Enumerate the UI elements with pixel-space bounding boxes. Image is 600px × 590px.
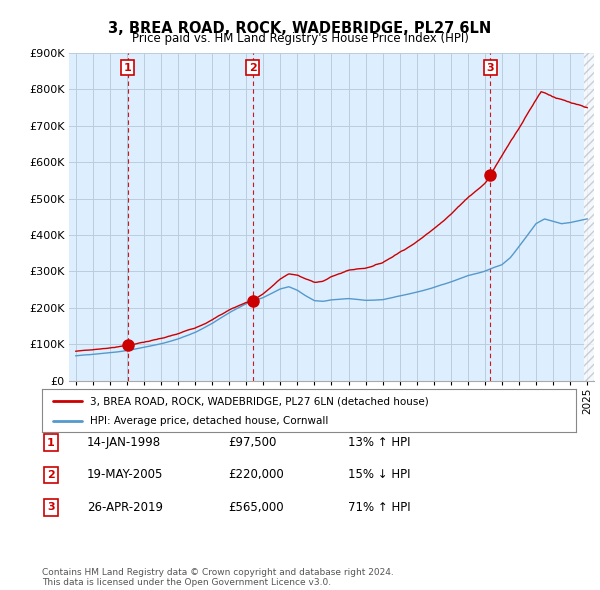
Text: Price paid vs. HM Land Registry's House Price Index (HPI): Price paid vs. HM Land Registry's House … [131,32,469,45]
Text: 26-APR-2019: 26-APR-2019 [87,501,163,514]
Text: 2: 2 [249,63,257,73]
Text: 13% ↑ HPI: 13% ↑ HPI [348,436,410,449]
Text: 71% ↑ HPI: 71% ↑ HPI [348,501,410,514]
Text: 1: 1 [47,438,55,447]
Text: 1: 1 [124,63,131,73]
Text: 3, BREA ROAD, ROCK, WADEBRIDGE, PL27 6LN (detached house): 3, BREA ROAD, ROCK, WADEBRIDGE, PL27 6LN… [90,396,429,407]
Text: £220,000: £220,000 [228,468,284,481]
Bar [584,53,600,381]
Text: 15% ↓ HPI: 15% ↓ HPI [348,468,410,481]
Text: 14-JAN-1998: 14-JAN-1998 [87,436,161,449]
Text: 3: 3 [47,503,55,512]
Text: 3, BREA ROAD, ROCK, WADEBRIDGE, PL27 6LN: 3, BREA ROAD, ROCK, WADEBRIDGE, PL27 6LN [109,21,491,35]
Text: HPI: Average price, detached house, Cornwall: HPI: Average price, detached house, Corn… [90,417,328,426]
Text: £565,000: £565,000 [228,501,284,514]
Text: £97,500: £97,500 [228,436,277,449]
Text: 19-MAY-2005: 19-MAY-2005 [87,468,163,481]
Text: Contains HM Land Registry data © Crown copyright and database right 2024.
This d: Contains HM Land Registry data © Crown c… [42,568,394,587]
Text: 2: 2 [47,470,55,480]
Text: 3: 3 [487,63,494,73]
